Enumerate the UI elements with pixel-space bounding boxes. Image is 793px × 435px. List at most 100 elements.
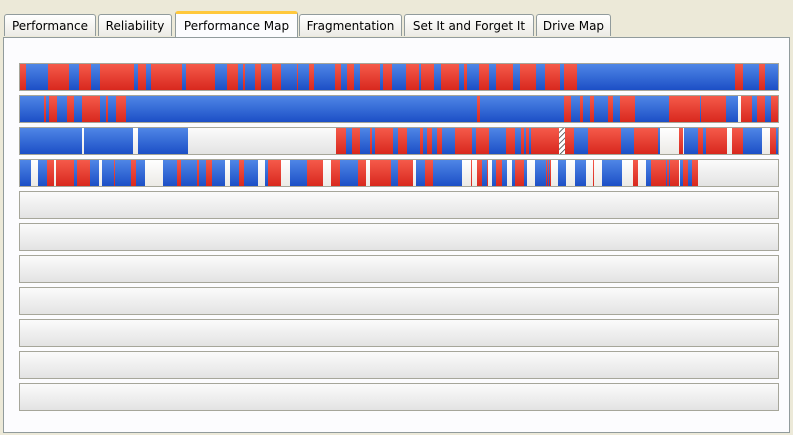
map-block — [701, 96, 703, 122]
map-block — [603, 96, 608, 122]
map-block — [114, 64, 118, 90]
map-block — [497, 128, 506, 154]
map-block — [738, 96, 741, 122]
map-block — [464, 128, 472, 154]
map-block — [551, 160, 558, 186]
map-block — [571, 96, 572, 122]
map-block — [455, 128, 459, 154]
map-block — [319, 160, 323, 186]
map-block — [450, 64, 459, 90]
map-block — [464, 64, 467, 90]
map-block — [91, 96, 94, 122]
map-block — [551, 64, 559, 90]
map-block — [182, 64, 186, 90]
map-block — [99, 96, 100, 122]
map-row — [19, 127, 779, 155]
map-block — [314, 64, 321, 90]
map-block — [622, 160, 627, 186]
map-block — [100, 96, 106, 122]
map-block — [683, 128, 684, 154]
map-block — [281, 64, 283, 90]
map-block — [515, 128, 521, 154]
map-block — [683, 160, 688, 186]
map-block — [459, 128, 461, 154]
map-block — [698, 128, 703, 154]
map-block — [115, 160, 120, 186]
map-block — [566, 160, 575, 186]
map-block — [313, 64, 314, 90]
map-block — [393, 128, 398, 154]
map-block — [472, 160, 477, 186]
map-block — [331, 160, 340, 186]
map-block — [620, 96, 623, 122]
map-block — [759, 128, 761, 154]
tab[interactable]: Set It and Forget It — [404, 14, 534, 36]
map-block — [360, 64, 367, 90]
map-block — [687, 128, 693, 154]
map-block — [545, 64, 551, 90]
tab[interactable]: Performance — [4, 14, 96, 36]
map-block — [547, 160, 548, 186]
map-block — [613, 96, 620, 122]
map-block — [632, 160, 633, 186]
map-block — [171, 64, 178, 90]
map-block — [448, 64, 450, 90]
map-block — [540, 128, 549, 154]
map-row — [19, 351, 779, 379]
map-block — [638, 160, 645, 186]
map-block — [743, 64, 750, 90]
map-block — [752, 96, 753, 122]
map-block — [757, 96, 763, 122]
map-block — [580, 160, 581, 186]
map-row — [19, 63, 779, 91]
tab[interactable]: Performance Map — [175, 11, 298, 37]
map-block — [520, 64, 526, 90]
map-block — [367, 64, 373, 90]
map-block — [502, 160, 507, 186]
map-block — [279, 160, 281, 186]
map-block — [203, 64, 207, 90]
map-block — [485, 128, 489, 154]
map-block — [379, 128, 383, 154]
map-block — [337, 128, 338, 154]
map-block — [39, 64, 41, 90]
map-block — [56, 160, 58, 186]
map-block — [303, 64, 306, 90]
map-block — [658, 128, 660, 154]
map-block — [647, 160, 651, 186]
map-block — [774, 64, 775, 90]
map-block — [529, 128, 531, 154]
map-block — [307, 160, 315, 186]
tab[interactable]: Fragmentation — [299, 14, 402, 36]
map-block — [67, 96, 74, 122]
map-block — [471, 96, 477, 122]
map-block — [268, 160, 274, 186]
map-block — [32, 96, 39, 122]
map-block — [728, 64, 735, 90]
map-block — [275, 160, 279, 186]
map-block — [726, 96, 732, 122]
map-block — [750, 64, 753, 90]
map-block — [134, 64, 138, 90]
tab[interactable]: Reliability — [98, 14, 172, 36]
map-block — [515, 160, 521, 186]
map-row — [19, 255, 779, 283]
map-block — [370, 160, 378, 186]
map-block — [58, 160, 67, 186]
map-block — [281, 160, 290, 186]
map-block — [190, 160, 197, 186]
map-block — [269, 64, 272, 90]
map-block — [57, 96, 60, 122]
tab[interactable]: Drive Map — [536, 14, 611, 36]
map-block — [712, 96, 717, 122]
map-block — [441, 64, 448, 90]
map-block — [20, 96, 32, 122]
map-block — [472, 128, 476, 154]
map-block — [497, 160, 502, 186]
map-block — [669, 160, 670, 186]
map-block — [215, 64, 220, 90]
map-block — [106, 96, 108, 122]
map-block — [536, 64, 545, 90]
map-block — [759, 64, 765, 90]
map-block — [87, 160, 90, 186]
